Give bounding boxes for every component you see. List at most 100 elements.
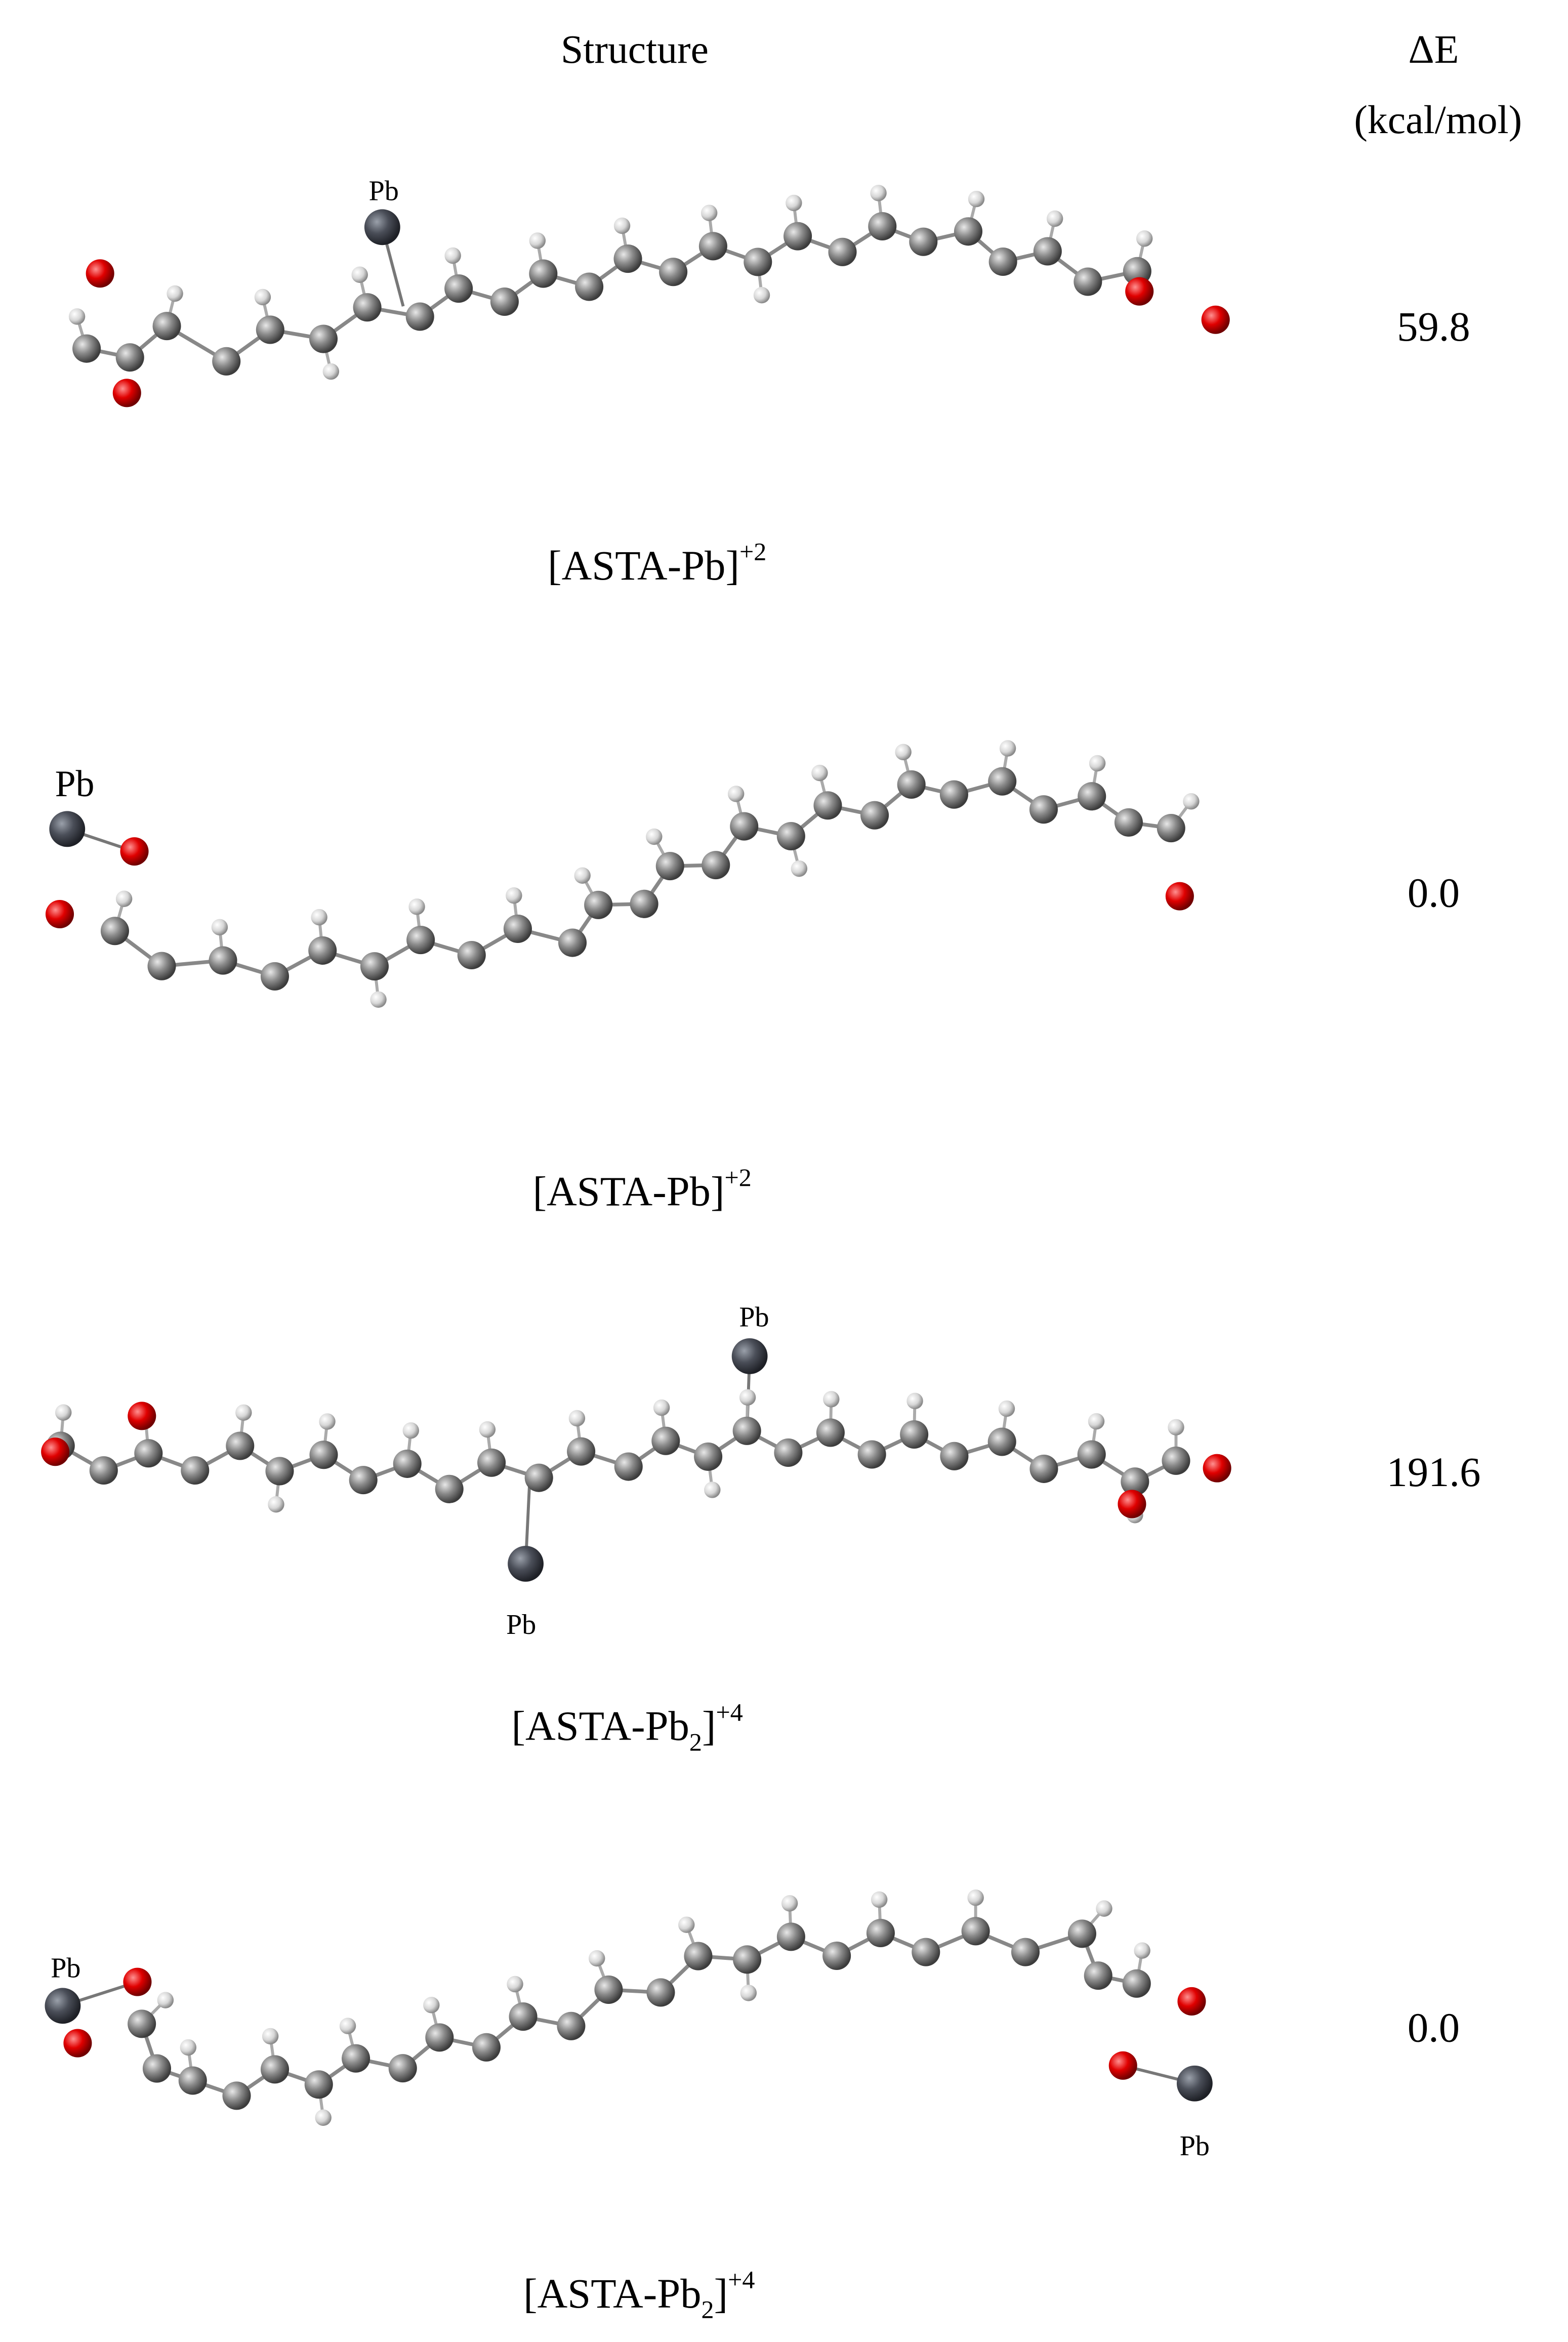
carbon-atom: [575, 272, 604, 301]
carbon-atom: [425, 2023, 454, 2052]
carbon-atom: [776, 821, 805, 851]
carbon-atom: [128, 2009, 156, 2038]
carbon-atom: [988, 767, 1017, 796]
hydrogen-atom: [1136, 230, 1153, 247]
hydrogen-atom: [322, 363, 340, 380]
carbon-atom: [477, 1448, 506, 1477]
hydrogen-atom: [870, 185, 887, 201]
hydrogen-atom: [906, 1392, 923, 1410]
hydrogen-atom: [1096, 1900, 1112, 1917]
carbon-atom: [655, 852, 684, 881]
atom-label: Pb: [506, 1609, 536, 1640]
hydrogen-atom: [653, 1399, 670, 1416]
carbon-atom: [1121, 1467, 1149, 1496]
carbon-atom: [940, 1442, 969, 1470]
carbon-atom: [509, 2002, 538, 2031]
hydrogen-atom: [700, 204, 718, 221]
carbon-atom: [694, 1442, 723, 1471]
carbon-atom: [304, 2070, 333, 2099]
hydrogen-atom: [589, 1950, 605, 1967]
carbon-atom: [406, 926, 435, 955]
carbon-atom: [1011, 1938, 1040, 1966]
charge: +2: [724, 1163, 751, 1191]
oxygen-atom: [1177, 1987, 1206, 2016]
hydrogen-atom: [871, 1891, 888, 1908]
carbon-atom: [1078, 782, 1106, 811]
carbon-atom: [89, 1456, 118, 1485]
carbon-atom: [1114, 808, 1143, 837]
carbon-atom: [115, 343, 144, 372]
carbon-atom: [226, 1431, 255, 1460]
charge: +4: [716, 1698, 743, 1726]
carbon-atom: [72, 334, 101, 363]
carbon-atom: [868, 212, 897, 241]
carbon-atom: [1077, 1440, 1106, 1469]
carbon-atom: [954, 217, 983, 246]
hydrogen-atom: [791, 860, 808, 877]
hydrogen-atom: [1046, 210, 1063, 227]
carbon-atom: [435, 1474, 464, 1503]
hydrogen-atom: [568, 1410, 586, 1427]
carbon-atom: [100, 917, 129, 946]
hydrogen-atom: [444, 247, 461, 264]
hydrogen-atom: [739, 1389, 756, 1406]
hydrogen-atom: [115, 890, 133, 907]
oxygen-atom: [1125, 277, 1154, 306]
carbon-atom: [822, 1941, 851, 1970]
hydrogen-atom: [167, 285, 183, 302]
oxygen-atom: [1108, 2051, 1137, 2080]
structure-header: Structure: [561, 27, 709, 72]
oxygen-atom: [123, 1967, 152, 1996]
carbon-atom: [651, 1426, 680, 1455]
carbon-atom: [353, 293, 382, 322]
hydrogen-atom: [574, 867, 591, 884]
name-text: [ASTA-Pb]: [548, 542, 739, 589]
carbon-atom: [567, 1437, 596, 1466]
carbon-atom: [939, 780, 968, 809]
name-close: ]: [714, 2270, 728, 2317]
carbon-atom: [684, 1942, 713, 1970]
oxygen-atom: [45, 899, 74, 929]
hydrogen-atom: [811, 764, 828, 782]
hydrogen-atom: [370, 991, 387, 1008]
hydrogen-atom: [678, 1916, 695, 1933]
oxygen-atom: [128, 1402, 156, 1430]
atom-label: Pb: [1180, 2130, 1210, 2162]
hydrogen-atom: [823, 1391, 840, 1408]
hydrogen-atom: [967, 1889, 984, 1906]
structure-name: [ASTA-Pb2]+4: [512, 1698, 743, 1756]
hydrogen-atom: [613, 217, 631, 234]
hydrogen-atom: [753, 286, 770, 304]
carbon-atom: [181, 1456, 210, 1485]
carbon-atom: [388, 2054, 417, 2083]
hydrogen-atom: [351, 266, 368, 283]
carbon-atom: [178, 2066, 207, 2095]
carbon-atom: [260, 962, 290, 991]
hydrogen-atom: [1089, 755, 1106, 772]
hydrogen-atom: [529, 232, 546, 249]
carbon-atom: [309, 1441, 338, 1469]
carbon-atom: [866, 1918, 895, 1948]
carbon-atom: [261, 2055, 290, 2084]
carbon-atom: [265, 1457, 294, 1486]
carbon-atom: [1162, 1446, 1190, 1475]
carbon-atom: [659, 258, 688, 286]
carbon-atom: [828, 237, 857, 266]
carbon-atom: [584, 890, 613, 919]
carbon-atom: [222, 2081, 251, 2110]
carbon-atom: [987, 1427, 1016, 1456]
charge: +2: [739, 538, 766, 566]
carbon-atom: [1084, 1961, 1112, 1990]
subscript: 2: [689, 1728, 702, 1756]
oxygen-atom: [120, 837, 149, 866]
unit-header: (kcal/mol): [1354, 98, 1522, 142]
carbon-atom: [558, 928, 587, 957]
oxygen-atom: [86, 259, 114, 288]
carbon-atom: [860, 801, 889, 830]
carbon-atom: [730, 812, 759, 841]
hydrogen-atom: [704, 1482, 721, 1498]
carbon-atom: [816, 1418, 845, 1447]
hydrogen-atom: [408, 898, 425, 915]
hydrogen-atom: [895, 744, 912, 761]
